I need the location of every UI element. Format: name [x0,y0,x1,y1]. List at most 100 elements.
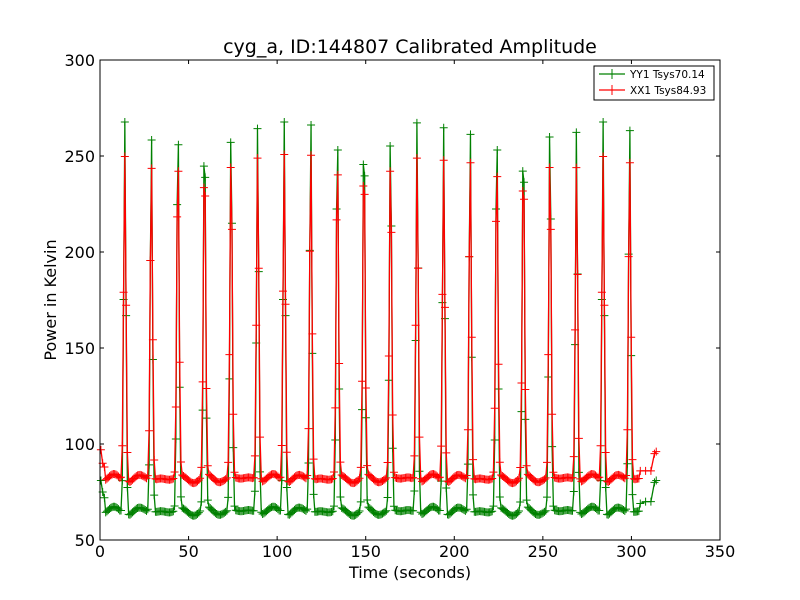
series-0-point-78 [197,497,206,506]
series-1-point-350 [544,350,553,359]
series-1-point-223 [382,473,391,482]
series-1-point-140 [276,473,285,482]
series-1-point-222 [381,475,390,484]
series-0-point-166 [309,490,318,499]
series-0-point-416 [628,490,637,499]
series-1-point-55 [168,475,177,484]
series-1-point-79 [198,377,207,386]
series-0-point-2 [100,493,109,502]
series-0-point-124 [256,467,265,476]
series-1-point-145 [282,448,291,457]
series-1-point-373 [573,270,582,279]
series-1-point-81 [201,191,210,200]
series-0-point-180 [327,507,336,516]
series-1-point-348 [541,473,550,482]
series-0-point-411 [622,505,631,514]
x-tick-label-350: 350 [705,542,736,561]
series-1-point-142 [278,287,287,296]
x-tick-label-50: 50 [178,542,198,561]
series-1-point-123 [254,264,263,273]
series-1-point-100 [225,350,234,359]
series-1-point-347 [540,475,549,484]
series-1-point-184 [332,215,341,224]
series-1-point-165 [308,329,317,338]
series-1-point-370 [569,452,578,461]
series-1-point-286 [462,471,471,480]
y-axis-label: Power in Kelvin [41,239,60,360]
series-0-point-187 [336,492,345,501]
series-1-point-38 [146,256,155,265]
series-0-point-354 [549,502,558,511]
series-0-point-161 [303,505,312,514]
series-0-point-0 [96,476,105,485]
series-0-point-286 [462,505,471,514]
series-0-point-15 [117,506,126,515]
y-tick-label-300: 300 [64,51,95,70]
series-0-point-224 [383,493,392,502]
x-tick-label-150: 150 [350,542,381,561]
series-1-point-351 [545,163,554,172]
series-1-point-371 [571,325,580,334]
series-0-point-351 [545,132,554,141]
series-1-point-267 [438,290,447,299]
series-0-point-353 [548,442,557,451]
series-1-point-416 [628,455,637,464]
series-0-point-164 [307,120,316,129]
series-1-point-17 [119,288,128,297]
series-0-point-206 [360,171,369,180]
series-1-point-203 [356,463,365,472]
series-0-point-425 [650,478,659,487]
series-0-point-244 [409,506,418,515]
series-1-point-164 [307,151,316,160]
series-0-point-60 [174,140,183,149]
series-0-point-57 [170,502,179,511]
series-1-point-101 [226,163,235,172]
x-tick-label-300: 300 [616,542,647,561]
series-1-point-352 [546,225,555,234]
series-1-point-15 [117,473,126,482]
series-1-point-289 [466,158,475,167]
series-0-point-208 [363,496,372,505]
series-1-point-287 [463,425,472,434]
series-1-point-83 [203,461,212,470]
series-0-point-424 [646,497,655,506]
series-1-point-247 [412,154,421,163]
series-0-point-99 [224,493,233,502]
series-1-point-16 [118,441,127,450]
series-0-point-349 [543,493,552,502]
legend-label-xx1: XX1 Tsys84.93 [630,85,706,97]
chart-title: cyg_a, ID:144807 Calibrated Amplitude [223,36,597,58]
series-1-point-312 [495,458,504,467]
series-1-point-395 [601,448,610,457]
series-1-point-268 [439,156,448,165]
series-1-point-390 [595,473,604,482]
series-1-point-413 [624,252,633,261]
series-1-point-39 [147,164,156,173]
x-tick-label-100: 100 [262,542,293,561]
series-1-point-245 [410,451,419,460]
series-1-point-62 [176,457,185,466]
series-1-point-76 [194,475,203,484]
series-1-point-310 [493,172,502,181]
series-0-point-395 [601,483,610,492]
series-0-point-41 [150,491,159,500]
series-0-point-390 [595,506,604,515]
series-1-point-391 [596,441,605,450]
series-1-point-307 [489,468,498,477]
series-0-point-119 [249,506,258,515]
series-1-point-332 [521,385,530,394]
series-1-point-82 [202,384,211,393]
series-1-point-18 [120,152,129,161]
series-1-point-265 [435,473,444,482]
legend-label-yy1: YY1 Tsys70.14 [629,69,705,81]
series-1-point-288 [465,252,474,261]
series-0-point-372 [572,128,581,137]
series-0-point-228 [388,444,397,453]
series-0-point-77 [196,507,205,516]
series-0-point-370 [569,487,578,496]
x-tick-label-250: 250 [528,542,559,561]
series-1-point-311 [494,360,503,369]
series-1-point-185 [333,170,342,179]
series-1-point-333 [522,461,531,470]
